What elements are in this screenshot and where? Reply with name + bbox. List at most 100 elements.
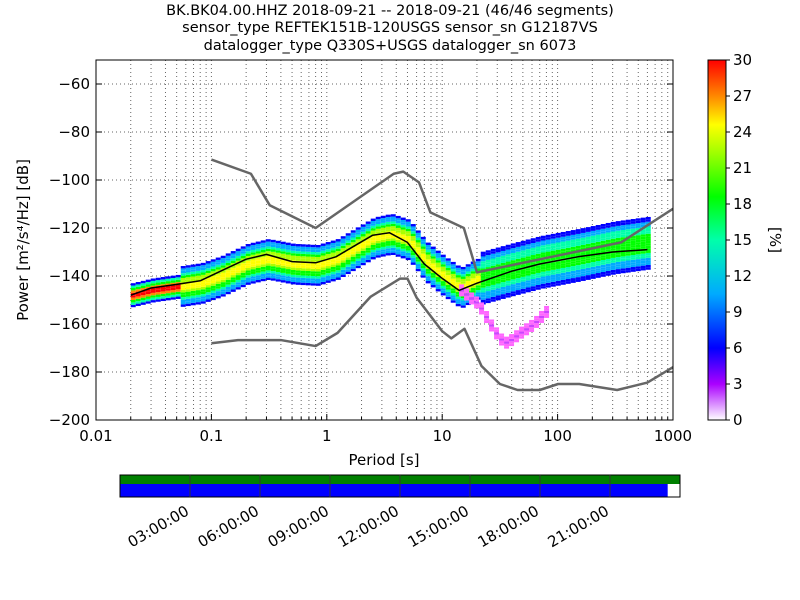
- histogram-cell: [585, 277, 591, 280]
- histogram-cell: [645, 255, 651, 258]
- histogram-cell: [130, 302, 136, 305]
- histogram-cell: [190, 278, 196, 282]
- histogram-cell: [305, 270, 311, 274]
- histogram-cell: [225, 263, 231, 266]
- histogram-cell: [400, 248, 406, 252]
- histogram-cell: [245, 265, 251, 269]
- histogram-cell: [550, 236, 556, 239]
- histogram-cell: [570, 244, 576, 247]
- histogram-cell: [375, 255, 381, 258]
- y-tick-label: −100: [49, 171, 90, 189]
- histogram-cell: [185, 286, 191, 290]
- histogram-cell: [485, 255, 491, 258]
- histogram-cell: [495, 249, 501, 253]
- histogram-cell: [535, 246, 541, 249]
- histogram-cell: [450, 264, 456, 267]
- histogram-cell: [235, 253, 241, 256]
- histogram-cell: [524, 330, 530, 333]
- histogram-cell: [145, 289, 151, 292]
- histogram-cell: [510, 274, 516, 277]
- histogram-cell: [605, 266, 611, 269]
- histogram-cell: [135, 294, 141, 297]
- histogram-cell: [385, 217, 391, 220]
- histogram-cell: [255, 246, 261, 249]
- histogram-cell: [425, 252, 431, 255]
- histogram-cell: [180, 292, 186, 295]
- histogram-cell: [375, 221, 381, 224]
- histogram-cell: [505, 251, 511, 255]
- histogram-cell: [570, 280, 576, 283]
- histogram-cell: [290, 255, 296, 258]
- histogram-cell: [635, 242, 641, 245]
- histogram-cell: [345, 262, 351, 265]
- histogram-cell: [525, 277, 531, 281]
- histogram-cell: [480, 285, 486, 288]
- histogram-cell: [495, 293, 501, 296]
- histogram-cell: [240, 267, 246, 271]
- histogram-cell: [210, 268, 216, 272]
- histogram-cell: [540, 259, 546, 263]
- histogram-cell: [250, 254, 256, 258]
- histogram-cell: [360, 224, 366, 227]
- histogram-cell: [630, 267, 636, 270]
- histogram-cell: [255, 267, 261, 271]
- histogram-cell: [215, 283, 221, 287]
- histogram-cell: [225, 253, 231, 256]
- histogram-cell: [210, 292, 216, 296]
- histogram-cell: [555, 283, 561, 286]
- histogram-cell: [215, 279, 221, 282]
- histogram-cell: [390, 221, 396, 224]
- histogram-cell: [225, 258, 231, 261]
- histogram-cell: [285, 245, 291, 248]
- histogram-cell: [500, 296, 506, 299]
- histogram-cell: [300, 265, 306, 269]
- histogram-cell: [630, 228, 636, 232]
- mean-curve: [130, 232, 648, 296]
- histogram-cell: [615, 269, 621, 272]
- histogram-cell: [390, 231, 396, 234]
- histogram-cell: [170, 278, 176, 281]
- histogram-cell: [475, 266, 481, 269]
- histogram-cell: [640, 244, 646, 247]
- histogram-cell: [130, 304, 136, 308]
- histogram-cell: [230, 279, 236, 283]
- histogram-cell: [485, 274, 491, 277]
- histogram-cell: [330, 264, 336, 267]
- histogram-cell: [285, 269, 291, 272]
- histogram-cell: [505, 261, 511, 264]
- histogram-cell: [480, 251, 486, 255]
- histogram-cell: [270, 251, 276, 255]
- histogram-cell: [465, 266, 471, 270]
- histogram-cell: [280, 253, 286, 257]
- histogram-cell: [445, 272, 451, 276]
- histogram-cell: [500, 289, 506, 292]
- histogram-cell: [130, 285, 136, 288]
- histogram-cell: [135, 289, 141, 292]
- histogram-cell: [285, 257, 291, 260]
- histogram-cell: [560, 236, 566, 240]
- histogram-cell: [170, 294, 176, 298]
- histogram-cell: [220, 255, 226, 259]
- histogram-cell: [370, 252, 376, 255]
- histogram-cell: [450, 266, 456, 270]
- histogram-cell: [540, 276, 546, 279]
- histogram-cell: [170, 292, 176, 295]
- histogram-cell: [275, 243, 281, 246]
- histogram-cell: [580, 264, 586, 267]
- histogram-cell: [225, 260, 231, 264]
- histogram-cell: [420, 244, 426, 247]
- histogram-cell: [575, 279, 581, 282]
- histogram-cell: [155, 284, 161, 288]
- histogram-cell: [355, 248, 361, 252]
- histogram-cell: [525, 275, 531, 278]
- histogram-cell: [605, 237, 611, 240]
- histogram-cell: [600, 233, 606, 236]
- histogram-cell: [315, 257, 321, 260]
- histogram-cell: [190, 288, 196, 291]
- histogram-cell: [580, 235, 586, 238]
- histogram-cell: [150, 285, 156, 289]
- histogram-cell: [420, 272, 426, 276]
- histogram-cell: [590, 276, 596, 279]
- histogram-cell: [640, 260, 646, 264]
- histogram-cell: [375, 228, 381, 232]
